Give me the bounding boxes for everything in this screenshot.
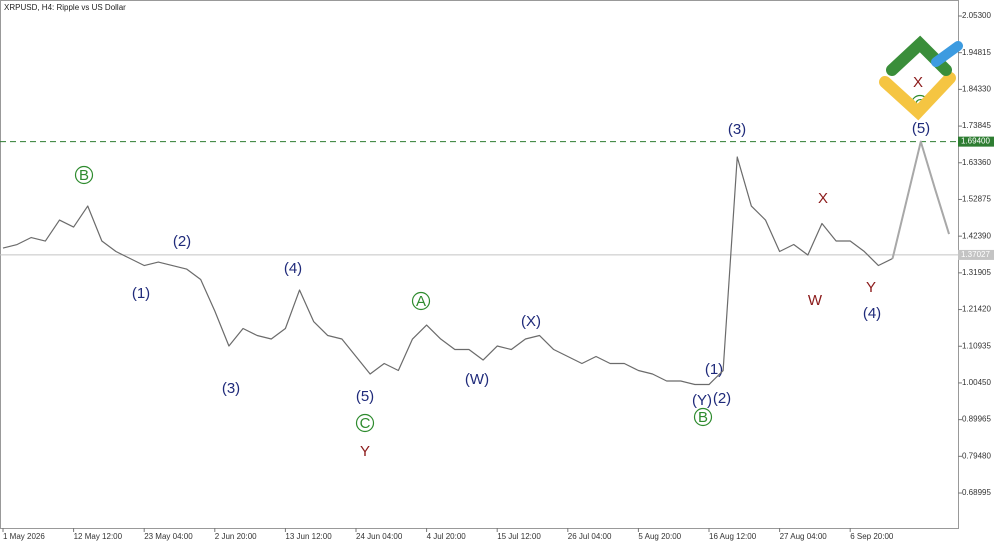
wave-circle — [74, 165, 94, 185]
wave-label: B — [698, 409, 708, 426]
wave-label: (2) — [713, 390, 731, 407]
x-tick-label: 12 May 12:00 — [74, 532, 123, 541]
x-tick-label: 24 Jun 04:00 — [356, 532, 403, 541]
y-tick-label: 1.52875 — [962, 195, 991, 204]
wave-circle — [411, 291, 431, 311]
y-tick-label: 1.73845 — [962, 121, 991, 130]
y-tick-label: 1.84330 — [962, 84, 991, 93]
plot-frame — [0, 0, 959, 529]
y-tick-label: 2.05300 — [962, 11, 991, 20]
level-label-box — [958, 136, 994, 147]
wave-label: B — [79, 167, 89, 184]
wave-label: (W) — [465, 371, 489, 388]
wave-label: (3) — [222, 380, 240, 397]
price-line — [891, 140, 950, 259]
wave-label: (4) — [863, 305, 881, 322]
x-tick-label: 23 May 04:00 — [144, 532, 193, 541]
x-tick-label: 26 Jul 04:00 — [568, 532, 612, 541]
wave-label: (X) — [521, 313, 541, 330]
x-tick-label: 13 Jun 12:00 — [285, 532, 332, 541]
wave-circle — [355, 413, 375, 433]
y-tick-label: 1.31905 — [962, 268, 991, 277]
wave-label: X — [818, 190, 828, 207]
x-tick-label: 6 Sep 20:00 — [850, 532, 894, 541]
wave-label: Y — [360, 443, 370, 460]
y-tick-label: 0.68995 — [962, 488, 991, 497]
wave-label: C — [360, 415, 371, 432]
level-label: 1.37027 — [961, 250, 990, 259]
x-tick-label: 2 Jun 20:00 — [215, 532, 257, 541]
x-tick-label: 1 May 2026 — [3, 532, 45, 541]
wave-label: (4) — [284, 260, 302, 277]
y-tick-label: 0.79480 — [962, 451, 991, 460]
x-tick-label: 4 Jul 20:00 — [427, 532, 467, 541]
wave-label: Y — [866, 279, 876, 296]
level-label-box — [958, 249, 994, 260]
price-line — [2, 156, 893, 386]
y-tick-label: 1.42390 — [962, 231, 991, 240]
y-tick-label: 1.00450 — [962, 378, 991, 387]
x-tick-label: 15 Jul 12:00 — [497, 532, 541, 541]
wave-label: (1) — [132, 285, 150, 302]
y-tick-label: 1.94815 — [962, 48, 991, 57]
wave-label: X — [913, 74, 923, 91]
y-tick-label: 1.21420 — [962, 305, 991, 314]
chart-title: XRPUSD, H4: Ripple vs US Dollar — [4, 3, 126, 12]
wave-label: (5) — [356, 388, 374, 405]
wave-label: A — [416, 293, 426, 310]
x-tick-label: 5 Aug 20:00 — [638, 532, 681, 541]
level-label: 1.69400 — [961, 137, 990, 146]
wave-label: W — [808, 292, 823, 309]
y-tick-label: 1.63360 — [962, 158, 991, 167]
wave-label: (3) — [728, 121, 746, 138]
wave-label: (1) — [705, 361, 723, 378]
x-tick-label: 16 Aug 12:00 — [709, 532, 757, 541]
y-tick-label: 0.89965 — [962, 415, 991, 424]
wave-label: (Y) — [692, 392, 712, 409]
wave-label: (5) — [912, 120, 930, 137]
logo — [879, 35, 963, 121]
y-tick-label: 1.10935 — [962, 341, 991, 350]
wave-label: (2) — [173, 233, 191, 250]
x-tick-label: 27 Aug 04:00 — [780, 532, 828, 541]
wave-circle — [693, 407, 713, 427]
